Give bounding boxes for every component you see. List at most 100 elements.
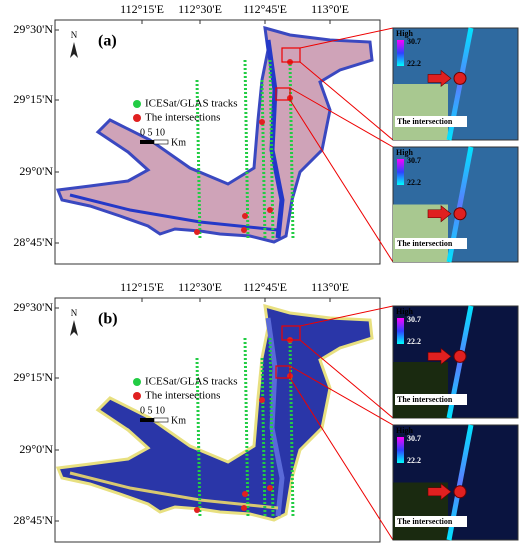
scale-unit: Km bbox=[171, 415, 186, 426]
lat-label: 29°15'N bbox=[13, 92, 53, 106]
legend-swatch bbox=[133, 378, 141, 386]
panel: 112°15'E 112°30'E 112°45'E 113°0'E 29°30'N 29… bbox=[13, 2, 519, 265]
colorbar-title: High bbox=[396, 307, 413, 316]
inset-arrow bbox=[427, 483, 452, 501]
zoom-line bbox=[299, 61, 394, 141]
intersection bbox=[242, 491, 248, 497]
inset-arrow bbox=[427, 347, 452, 366]
legend-label: The intersections bbox=[145, 390, 220, 402]
lon-label: 112°15'E bbox=[120, 280, 164, 294]
intersection bbox=[267, 207, 273, 213]
scale-bar bbox=[153, 139, 169, 145]
scale-bar bbox=[140, 418, 154, 422]
legend-label: The intersections bbox=[145, 112, 220, 124]
inset-land bbox=[393, 84, 448, 140]
lon-label: 113°0'E bbox=[311, 280, 349, 294]
scale-bar bbox=[153, 417, 169, 423]
inset-caption: The intersection bbox=[397, 239, 453, 248]
zoom-box bbox=[281, 325, 301, 341]
inset-arrow bbox=[427, 69, 452, 88]
colorbar-max: 30.7 bbox=[407, 434, 421, 443]
inset-intersection bbox=[453, 207, 467, 221]
colorbar-title: High bbox=[396, 29, 413, 38]
north-label: N bbox=[71, 30, 78, 40]
panel-label: (a) bbox=[98, 33, 117, 50]
colorbar-title: High bbox=[396, 148, 413, 157]
channel bbox=[265, 317, 285, 517]
colorbar-max: 30.7 bbox=[407, 156, 421, 165]
channel bbox=[265, 39, 285, 239]
caption-bg bbox=[395, 116, 467, 127]
panel-label: (b) bbox=[98, 311, 118, 328]
track bbox=[195, 357, 202, 519]
colorbar-min: 22.2 bbox=[407, 456, 421, 465]
inset-intersection bbox=[453, 71, 467, 85]
scale-numbers: 0 5 10 bbox=[140, 127, 165, 138]
colorbar-min: 22.2 bbox=[407, 59, 421, 68]
intersection bbox=[194, 507, 200, 513]
colorbar bbox=[397, 40, 404, 66]
lon-label: 112°30'E bbox=[178, 280, 222, 294]
colorbar bbox=[397, 318, 404, 344]
intersection bbox=[194, 229, 200, 235]
channel bbox=[69, 193, 279, 232]
track bbox=[260, 79, 267, 241]
lat-label: 28°45'N bbox=[13, 513, 53, 527]
scale-unit: Km bbox=[171, 137, 186, 148]
zoom-line bbox=[299, 27, 394, 49]
inset-caption: The intersection bbox=[397, 117, 453, 126]
track bbox=[195, 79, 202, 241]
intersection bbox=[259, 119, 265, 125]
colorbar-title: High bbox=[396, 426, 413, 435]
lon-label: 113°0'E bbox=[311, 2, 349, 16]
legend-swatch bbox=[133, 100, 141, 108]
north-arrow bbox=[70, 42, 78, 58]
caption-bg bbox=[395, 394, 467, 405]
lat-label: 28°45'N bbox=[13, 235, 53, 249]
colorbar-max: 30.7 bbox=[407, 315, 421, 324]
zoom-box bbox=[275, 87, 291, 101]
zoom-box bbox=[281, 47, 301, 63]
intersection bbox=[267, 485, 273, 491]
zoom-line bbox=[289, 377, 394, 541]
colorbar bbox=[397, 437, 404, 463]
lat-label: 29°0'N bbox=[19, 442, 53, 456]
inset-arrow bbox=[427, 205, 452, 223]
zoom-line bbox=[289, 365, 394, 426]
inset-caption: The intersection bbox=[397, 517, 453, 526]
lat-label: 29°15'N bbox=[13, 370, 53, 384]
scale-numbers: 0 5 10 bbox=[140, 405, 165, 416]
lon-label: 112°15'E bbox=[120, 2, 164, 16]
channel bbox=[69, 471, 279, 510]
lat-label: 29°0'N bbox=[19, 164, 53, 178]
lat-label: 29°30'N bbox=[13, 300, 53, 314]
zoom-box bbox=[275, 365, 291, 379]
zoom-line bbox=[289, 99, 394, 263]
zoom-line bbox=[289, 87, 394, 148]
inset-land bbox=[393, 362, 448, 418]
lon-label: 112°45'E bbox=[243, 280, 287, 294]
north-label: N bbox=[71, 308, 78, 318]
colorbar-max: 30.7 bbox=[407, 37, 421, 46]
legend-label: ICESat/GLAS tracks bbox=[145, 98, 238, 110]
colorbar-min: 22.2 bbox=[407, 178, 421, 187]
intersection bbox=[242, 213, 248, 219]
legend-swatch bbox=[133, 114, 141, 122]
colorbar bbox=[397, 159, 404, 185]
intersection bbox=[259, 397, 265, 403]
intersection bbox=[241, 505, 247, 511]
inset-caption: The intersection bbox=[397, 395, 453, 404]
colorbar-min: 22.2 bbox=[407, 337, 421, 346]
inset-intersection bbox=[453, 349, 467, 363]
legend-swatch bbox=[133, 392, 141, 400]
lon-label: 112°30'E bbox=[178, 2, 222, 16]
inset-intersection bbox=[453, 485, 467, 499]
panel: 112°15'E 112°30'E 112°45'E 113°0'E 29°30'N 29… bbox=[13, 280, 519, 543]
lon-label: 112°45'E bbox=[243, 2, 287, 16]
caption-bg bbox=[395, 516, 467, 527]
